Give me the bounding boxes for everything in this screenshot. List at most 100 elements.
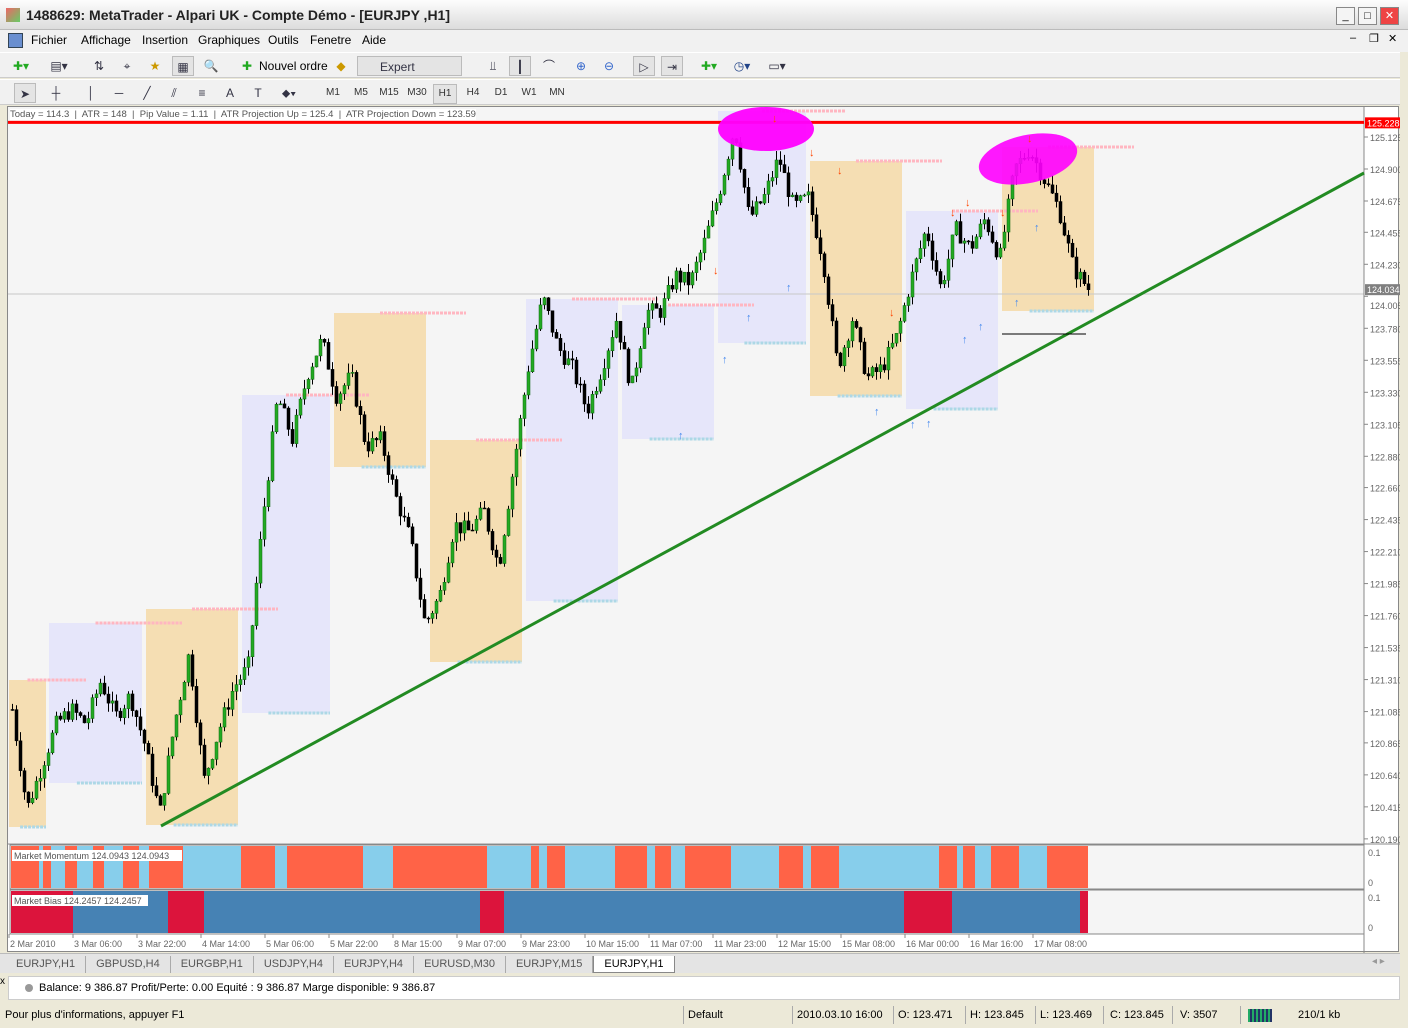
tf-d1[interactable]: D1 xyxy=(494,87,508,98)
expert-advisors-button[interactable]: Expert Advisors xyxy=(357,56,462,94)
chart-tab[interactable]: USDJPY,H4 xyxy=(254,956,334,973)
child-restore-button[interactable]: ❐ xyxy=(1369,33,1379,45)
zoom-in-icon[interactable]: ⊕ xyxy=(575,59,587,73)
text-label-icon[interactable]: T xyxy=(254,86,262,100)
price-chart[interactable]: 125.125 124.900 124.675 124.455 124.230 124.0… xyxy=(8,107,1400,953)
chart-tab[interactable]: EURJPY,M15 xyxy=(506,956,594,973)
candle-body xyxy=(354,372,359,407)
up-arrow-icon: ↑ xyxy=(746,312,752,324)
menu-affichage[interactable]: Affichage xyxy=(81,33,131,47)
autoscroll-icon[interactable]: ▷ xyxy=(633,56,655,76)
tf-m1[interactable]: M1 xyxy=(326,87,340,98)
candle-body xyxy=(294,414,299,444)
tab-scroll-arrows[interactable]: ◂ ▸ xyxy=(1372,956,1385,967)
candle-body xyxy=(690,272,695,286)
candle-body xyxy=(66,711,71,720)
momentum-bar xyxy=(963,846,975,888)
tf-h1[interactable]: H1 xyxy=(433,84,457,104)
up-arrow-icon: ↑ xyxy=(1014,297,1020,309)
navigator-icon[interactable]: ▦ xyxy=(172,56,194,76)
new-order-icon[interactable]: ✚ xyxy=(241,59,253,73)
strategy-tester-icon[interactable]: 🔍 xyxy=(203,59,219,73)
market-watch-icon[interactable]: ⇅ xyxy=(93,59,105,73)
metaeditor-icon[interactable]: ◆ xyxy=(336,59,346,73)
down-arrow-icon: ↓ xyxy=(809,147,815,159)
menu-fichier[interactable]: Fichier xyxy=(31,33,68,47)
new-order-button[interactable]: Nouvel ordre xyxy=(259,59,328,73)
terminal-close-button[interactable]: x xyxy=(0,976,5,987)
maximize-button[interactable]: □ xyxy=(1358,7,1377,25)
equidistant-channel-icon[interactable]: ⫽ xyxy=(171,86,177,100)
candle-body xyxy=(686,271,691,286)
tf-m5[interactable]: M5 xyxy=(354,87,368,98)
down-arrow-icon: ↓ xyxy=(889,307,895,319)
candle-body xyxy=(942,280,947,285)
crosshair-icon[interactable]: ⌖ xyxy=(123,59,131,73)
arrows-icon[interactable]: ⬥▾ xyxy=(281,86,297,100)
candle-body xyxy=(82,715,87,724)
candle-body xyxy=(218,726,223,743)
menu-fenetre[interactable]: Fenetre xyxy=(310,33,352,47)
profile-name[interactable]: Default xyxy=(688,1009,723,1021)
candlestick-icon[interactable]: ┃ xyxy=(509,56,531,76)
candle-body xyxy=(766,180,771,195)
indicator-axis-label: 0.1 xyxy=(1368,848,1381,858)
chart-tab[interactable]: GBPUSD,H4 xyxy=(86,956,171,973)
menu-graphiques[interactable]: Graphiques xyxy=(198,33,261,47)
chart-window[interactable]: 125.125 124.900 124.675 124.455 124.230 124.0… xyxy=(7,106,1400,953)
tf-h4[interactable]: H4 xyxy=(466,87,480,98)
candle-body xyxy=(870,367,875,377)
line-chart-icon[interactable]: ⌒ xyxy=(542,59,555,73)
indicators-icon[interactable]: ✚▾ xyxy=(700,59,718,73)
chart-tab[interactable]: EURJPY,H1 xyxy=(6,956,87,973)
candle-body xyxy=(150,753,155,786)
candle-body xyxy=(1046,183,1051,186)
child-minimize-button[interactable]: – xyxy=(1350,32,1357,44)
menu-outils[interactable]: Outils xyxy=(268,33,299,47)
new-chart-icon[interactable]: ✚▾ xyxy=(12,59,30,73)
candle-body xyxy=(318,338,323,357)
candle-body xyxy=(338,393,343,404)
tf-m30[interactable]: M30 xyxy=(407,87,427,98)
candle-body xyxy=(406,516,411,528)
tf-mn[interactable]: MN xyxy=(549,87,565,98)
child-close-button[interactable]: ✕ xyxy=(1388,33,1398,45)
periods-icon[interactable]: ◷▾ xyxy=(733,59,751,73)
chart-tab[interactable]: EURUSD,M30 xyxy=(414,956,506,973)
candle-body xyxy=(830,304,835,322)
candle-body xyxy=(290,429,295,444)
minimize-button[interactable]: _ xyxy=(1336,7,1355,25)
candle-body xyxy=(42,765,47,779)
fibonacci-icon[interactable]: ≡ xyxy=(198,86,206,100)
templates-icon[interactable]: ▭▾ xyxy=(768,59,786,73)
tf-w1[interactable]: W1 xyxy=(521,87,537,98)
profiles-icon[interactable]: ▤▾ xyxy=(50,59,68,73)
horizontal-line-icon[interactable]: ─ xyxy=(114,86,124,100)
favorites-icon[interactable]: ★ xyxy=(149,59,161,73)
trendline-icon[interactable]: ╱ xyxy=(143,86,151,100)
candle-body xyxy=(570,358,575,361)
crosshair-tool-icon[interactable]: ┼ xyxy=(51,86,61,100)
menu-aide[interactable]: Aide xyxy=(362,33,387,47)
candle-body xyxy=(542,297,547,306)
tf-m15[interactable]: M15 xyxy=(379,87,399,98)
chart-tab[interactable]: EURJPY,H1 xyxy=(593,956,675,973)
candle-body xyxy=(950,234,955,260)
candle-body xyxy=(674,270,679,290)
cursor-icon[interactable]: ➤ xyxy=(14,83,36,103)
candle-body xyxy=(882,364,887,371)
candle-body xyxy=(930,240,935,261)
candle-body xyxy=(258,539,263,584)
vertical-line-icon[interactable]: │ xyxy=(87,86,95,100)
close-button[interactable]: ✕ xyxy=(1380,7,1399,25)
candle-body xyxy=(606,350,611,369)
chart-tab[interactable]: EURGBP,H1 xyxy=(171,956,254,973)
atr-projection-up: ATR Projection Up = 125.4 xyxy=(220,109,334,120)
menu-insertion[interactable]: Insertion xyxy=(142,33,189,47)
bar-chart-icon[interactable]: ⫫ xyxy=(489,59,497,73)
chart-tab[interactable]: EURJPY,H4 xyxy=(334,956,415,973)
text-icon[interactable]: A xyxy=(225,86,234,100)
chart-shift-icon[interactable]: ⇥ xyxy=(661,56,683,76)
zoom-out-icon[interactable]: ⊖ xyxy=(603,59,615,73)
candle-body xyxy=(110,700,115,704)
